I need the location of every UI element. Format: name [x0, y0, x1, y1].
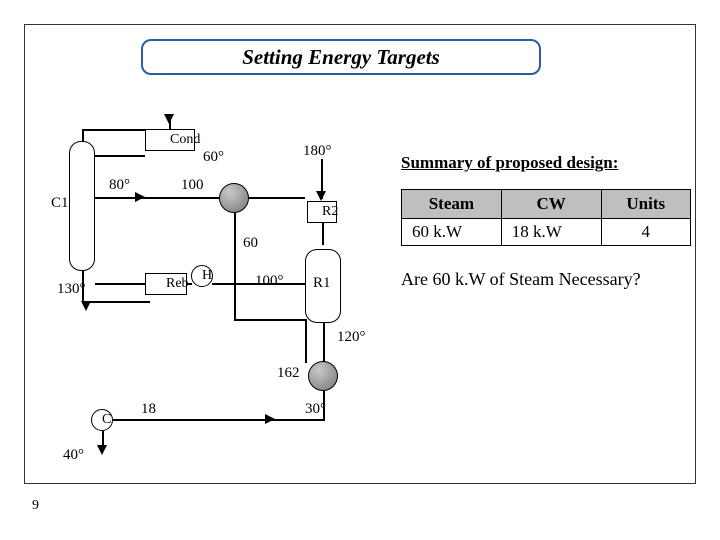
- arrow-icon: [164, 114, 174, 124]
- r1-label: R1: [313, 275, 331, 292]
- label-80deg: 80°: [109, 177, 130, 194]
- reb-label: Reb: [166, 274, 189, 294]
- box-c: C: [91, 409, 113, 431]
- h-label: H: [202, 266, 212, 286]
- heat-node-2: [308, 361, 338, 391]
- cond-label: Cond: [170, 130, 200, 150]
- line: [234, 319, 306, 321]
- label-130deg: 130°: [57, 281, 86, 298]
- td-units: 4: [601, 219, 691, 246]
- box-h: H: [191, 265, 213, 287]
- line: [82, 129, 84, 141]
- label-180deg: 180°: [303, 143, 332, 160]
- label-100deg: 100°: [255, 273, 284, 290]
- r2-label: R2: [322, 202, 338, 222]
- label-100: 100: [181, 177, 204, 194]
- label-60deg: 60°: [203, 149, 224, 166]
- line: [82, 301, 150, 303]
- arrow-icon: [81, 301, 91, 311]
- arrow-icon: [135, 192, 145, 202]
- design-table: Steam CW Units 60 k.W 18 k.W 4: [401, 189, 691, 246]
- arrow-icon: [316, 191, 326, 201]
- question-text: Are 60 k.W of Steam Necessary?: [401, 268, 720, 291]
- th-cw: CW: [501, 190, 601, 219]
- label-60v: 60: [243, 235, 258, 252]
- box-cond: Cond: [145, 129, 195, 151]
- page-title: Setting Energy Targets: [242, 45, 440, 70]
- line: [212, 283, 305, 285]
- line: [95, 283, 145, 285]
- line: [322, 223, 324, 245]
- summary-heading: Summary of proposed design:: [401, 153, 720, 173]
- line: [113, 419, 325, 421]
- line: [234, 213, 236, 319]
- line: [95, 155, 145, 157]
- line: [82, 129, 146, 131]
- label-40deg: 40°: [63, 447, 84, 464]
- label-c1: C1: [51, 195, 69, 212]
- th-units: Units: [601, 190, 691, 219]
- td-cw: 18 k.W: [501, 219, 601, 246]
- box-r2: R2: [307, 201, 337, 223]
- column-vessel: [69, 141, 95, 271]
- table-row: Steam CW Units: [402, 190, 691, 219]
- content-frame: Setting Energy Targets C1 Cond 60° 180° …: [24, 24, 696, 484]
- table-row: 60 k.W 18 k.W 4: [402, 219, 691, 246]
- page-number: 9: [32, 498, 39, 514]
- td-steam: 60 k.W: [402, 219, 502, 246]
- heat-node-1: [219, 183, 249, 213]
- th-steam: Steam: [402, 190, 502, 219]
- label-120deg: 120°: [337, 329, 366, 346]
- arrow-icon: [265, 414, 275, 424]
- line: [187, 283, 192, 285]
- summary-panel: Summary of proposed design: Steam CW Uni…: [401, 153, 720, 291]
- title-pill: Setting Energy Targets: [141, 39, 541, 75]
- line: [305, 319, 307, 363]
- c-label: C: [102, 410, 111, 430]
- label-18: 18: [141, 401, 156, 418]
- line: [95, 197, 305, 199]
- process-diagram: C1 Cond 60° 180° 80° 100 R2: [59, 125, 399, 465]
- label-162: 162: [277, 365, 300, 382]
- label-30deg: 30°: [305, 401, 326, 418]
- box-reb: Reb: [145, 273, 187, 295]
- arrow-icon: [97, 445, 107, 455]
